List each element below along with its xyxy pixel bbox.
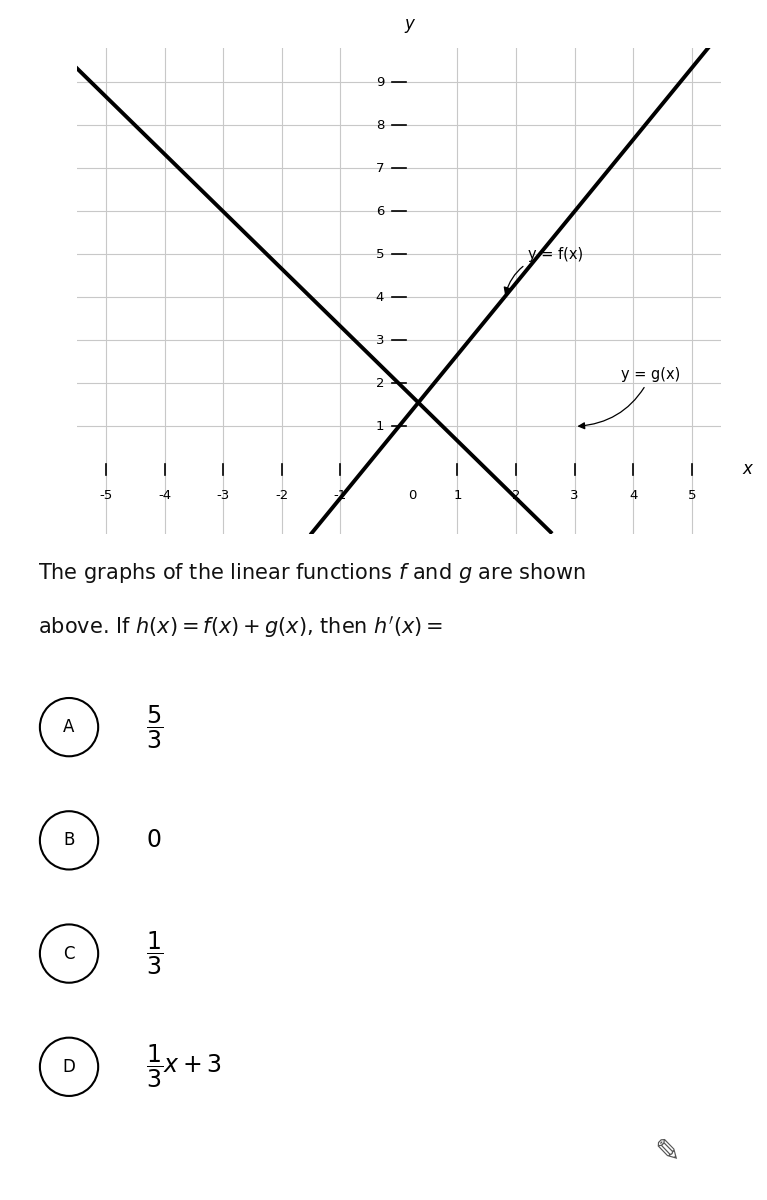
Text: y: y xyxy=(404,14,414,32)
Text: x: x xyxy=(742,461,752,479)
Text: 1: 1 xyxy=(453,488,462,502)
Text: A: A xyxy=(64,718,74,736)
Text: 2: 2 xyxy=(376,377,384,390)
Text: above. If $h\left(x\right) = f\left(x\right) + g\left(x\right)$, then $h'\left(x: above. If $h\left(x\right) = f\left(x\ri… xyxy=(38,614,443,640)
Text: $0$: $0$ xyxy=(146,828,161,852)
Text: 7: 7 xyxy=(376,162,384,175)
Text: y = g(x): y = g(x) xyxy=(579,367,680,428)
Text: 9: 9 xyxy=(376,76,384,89)
Text: 6: 6 xyxy=(376,205,384,218)
Text: 1: 1 xyxy=(376,420,384,433)
Text: D: D xyxy=(63,1058,75,1075)
Text: C: C xyxy=(64,944,74,962)
Text: -4: -4 xyxy=(158,488,171,502)
Text: $\dfrac{1}{3}$: $\dfrac{1}{3}$ xyxy=(146,930,163,977)
Text: -3: -3 xyxy=(216,488,230,502)
Text: ✎: ✎ xyxy=(654,1138,680,1166)
Text: B: B xyxy=(64,832,74,850)
Text: -2: -2 xyxy=(275,488,288,502)
Text: $\dfrac{1}{3}x + 3$: $\dfrac{1}{3}x + 3$ xyxy=(146,1043,222,1091)
Text: -1: -1 xyxy=(334,488,347,502)
Text: -5: -5 xyxy=(100,488,113,502)
Text: 8: 8 xyxy=(376,119,384,132)
Text: 3: 3 xyxy=(571,488,579,502)
Text: The graphs of the linear functions $f$ and $g$ are shown: The graphs of the linear functions $f$ a… xyxy=(38,560,587,584)
Text: y = f(x): y = f(x) xyxy=(505,247,583,294)
Text: 3: 3 xyxy=(376,334,384,347)
Text: $\dfrac{5}{3}$: $\dfrac{5}{3}$ xyxy=(146,703,163,751)
Text: 2: 2 xyxy=(512,488,520,502)
Text: 5: 5 xyxy=(687,488,696,502)
Text: 4: 4 xyxy=(376,290,384,304)
Text: 4: 4 xyxy=(629,488,637,502)
Text: 5: 5 xyxy=(376,248,384,260)
Text: 0: 0 xyxy=(407,488,416,502)
